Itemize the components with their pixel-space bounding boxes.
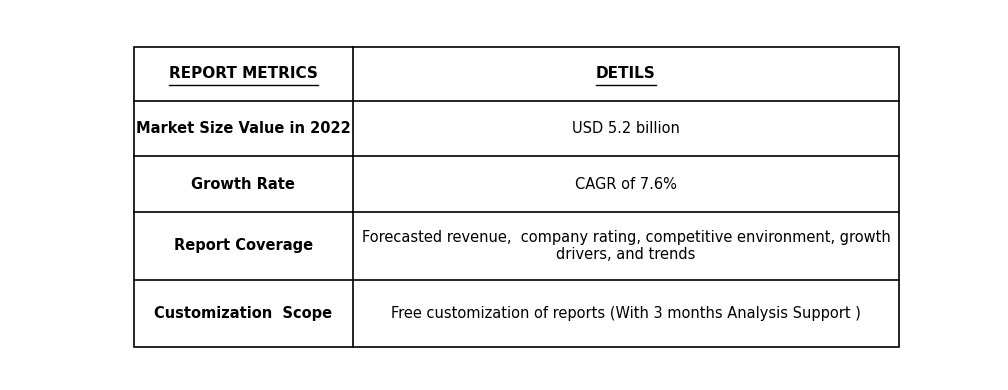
Text: CAGR of 7.6%: CAGR of 7.6% <box>575 177 677 192</box>
Text: Growth Rate: Growth Rate <box>192 177 295 192</box>
Text: REPORT METRICS: REPORT METRICS <box>168 66 318 82</box>
Text: DETILS: DETILS <box>596 66 656 82</box>
Text: Free customization of reports (With 3 months Analysis Support ): Free customization of reports (With 3 mo… <box>391 306 861 321</box>
Text: Report Coverage: Report Coverage <box>173 238 312 253</box>
Text: USD 5.2 billion: USD 5.2 billion <box>572 121 680 136</box>
Text: Market Size Value in 2022: Market Size Value in 2022 <box>136 121 351 136</box>
Text: Forecasted revenue,  company rating, competitive environment, growth
drivers, an: Forecasted revenue, company rating, comp… <box>362 230 890 262</box>
Text: Customization  Scope: Customization Scope <box>154 306 333 321</box>
